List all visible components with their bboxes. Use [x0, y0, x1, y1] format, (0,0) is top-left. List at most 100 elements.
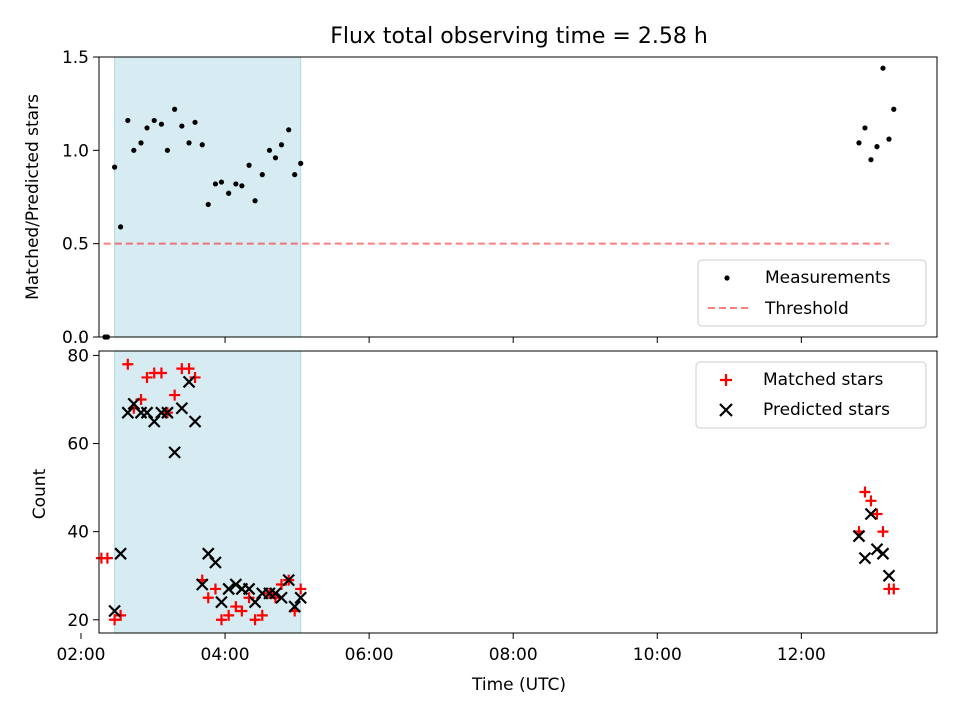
- measurement-point: [179, 123, 185, 129]
- measurement-point: [186, 140, 192, 146]
- matched-star-point: [209, 583, 221, 595]
- observing-band-top: [114, 56, 302, 338]
- predicted-star-point: [876, 547, 890, 560]
- measurement-point: [218, 179, 225, 185]
- measurement-point: [886, 136, 892, 142]
- x-axis-label: Time (UTC): [471, 675, 566, 695]
- measurement-point: [856, 140, 862, 146]
- matched-star-point: [183, 363, 195, 375]
- predicted-star-point: [168, 446, 181, 459]
- measurement-point: [212, 181, 219, 187]
- predicted-star-point: [882, 569, 896, 582]
- measurement-point: [252, 198, 258, 204]
- measurement-point: [158, 121, 165, 127]
- bottom-legend-box: [695, 361, 927, 429]
- matched-star-point: [295, 583, 307, 595]
- legend-predicted-label: Predicted stars: [763, 400, 890, 420]
- measurement-point: [880, 65, 886, 71]
- predicted-star-point: [182, 375, 196, 389]
- x-tick-label: 04:00: [201, 645, 250, 665]
- measurement-point: [118, 224, 124, 230]
- predicted-star-point: [108, 604, 121, 618]
- predicted-star-point: [147, 415, 161, 428]
- top-y-ticks: 0.0 0.5 1.0 1.5: [62, 48, 99, 348]
- bottom-y-tick-label: 20: [67, 611, 89, 631]
- measurement-point: [272, 155, 279, 161]
- predicted-star-point: [188, 415, 202, 428]
- measurement-point: [278, 142, 285, 148]
- measurement-point: [891, 106, 897, 112]
- matched-star-point: [865, 495, 877, 507]
- measurement-point: [199, 142, 205, 148]
- measurement-point: [226, 190, 232, 196]
- predicted-star-point: [870, 543, 884, 556]
- predicted-star-point: [195, 578, 209, 591]
- top-legend: Measurements Threshold: [697, 259, 927, 327]
- matched-star-point: [888, 583, 900, 595]
- x-tick-label: 06:00: [345, 645, 394, 665]
- predicted-star-point: [858, 551, 872, 565]
- matched-star-point: [155, 367, 167, 379]
- measurement-point: [138, 140, 144, 146]
- predicted-star-point: [288, 600, 301, 613]
- predicted-star-point: [114, 547, 127, 560]
- predicted-star-point: [121, 406, 135, 419]
- predicted-star-point: [269, 587, 282, 600]
- bottom-y-tick-label: 60: [67, 435, 89, 455]
- measurement-point: [298, 160, 304, 166]
- matched-star-point: [141, 371, 153, 383]
- predicted-star-point: [175, 402, 189, 415]
- matched-star-point: [115, 609, 127, 621]
- matched-star-point: [202, 592, 214, 604]
- predicted-star-point: [852, 529, 866, 543]
- predicted-star-point: [127, 397, 141, 411]
- bottom-x-ticks: 02:00 04:00 06:00 08:00 10:00 12:00: [56, 633, 826, 665]
- predicted-star-point: [229, 578, 243, 591]
- bottom-legend: Matched stars Predicted stars: [695, 361, 927, 429]
- legend-predicted-marker: [719, 403, 733, 417]
- measurement-point: [292, 172, 298, 178]
- chart-title: Flux total observing time = 2.58 h: [330, 24, 708, 49]
- observing-band-bottom: [114, 350, 302, 634]
- measurement-point: [266, 147, 273, 153]
- bottom-axes-frame: [98, 350, 938, 634]
- measurement-point: [144, 125, 150, 131]
- matched-star-point: [101, 552, 113, 564]
- bottom-y-tick-label: 80: [67, 346, 89, 366]
- legend-measurements-label: Measurements: [765, 268, 891, 288]
- measurement-point: [239, 183, 245, 189]
- measurement-points: [102, 65, 897, 340]
- top-y-tick-label: 1.5: [62, 48, 89, 68]
- measurement-point: [233, 181, 239, 187]
- legend-matched-marker: [720, 374, 732, 386]
- top-y-tick-label: 0.0: [62, 328, 89, 348]
- predicted-star-point: [294, 591, 307, 605]
- measurement-point: [151, 117, 157, 124]
- matched-star-point: [230, 601, 242, 613]
- matched-star-point: [236, 605, 248, 617]
- matched-star-point: [215, 614, 227, 626]
- x-tick-label: 08:00: [489, 645, 538, 665]
- predicted-star-point: [201, 547, 215, 560]
- x-tick-label: 02:00: [56, 645, 105, 665]
- predicted-star-point: [275, 591, 288, 605]
- measurement-point: [259, 172, 265, 178]
- matched-star-point: [109, 614, 121, 626]
- matched-star-point: [189, 371, 201, 383]
- measurement-point: [131, 147, 137, 153]
- matched-star-point: [249, 614, 261, 626]
- measurement-point: [172, 106, 178, 112]
- predicted-star-point: [215, 595, 228, 609]
- measurement-point: [164, 147, 171, 153]
- matched-star-point: [169, 389, 181, 401]
- bottom-y-axis-label: Count: [30, 468, 50, 519]
- matched-star-point: [859, 486, 871, 498]
- predicted-star-point: [209, 556, 222, 569]
- top-legend-box: [697, 259, 927, 327]
- predicted-star-point: [864, 507, 878, 521]
- bottom-y-ticks: 20 40 60 80: [67, 346, 99, 631]
- predicted-star-point: [248, 595, 262, 609]
- matched-star-point: [122, 358, 134, 370]
- predicted-star-point: [282, 573, 295, 587]
